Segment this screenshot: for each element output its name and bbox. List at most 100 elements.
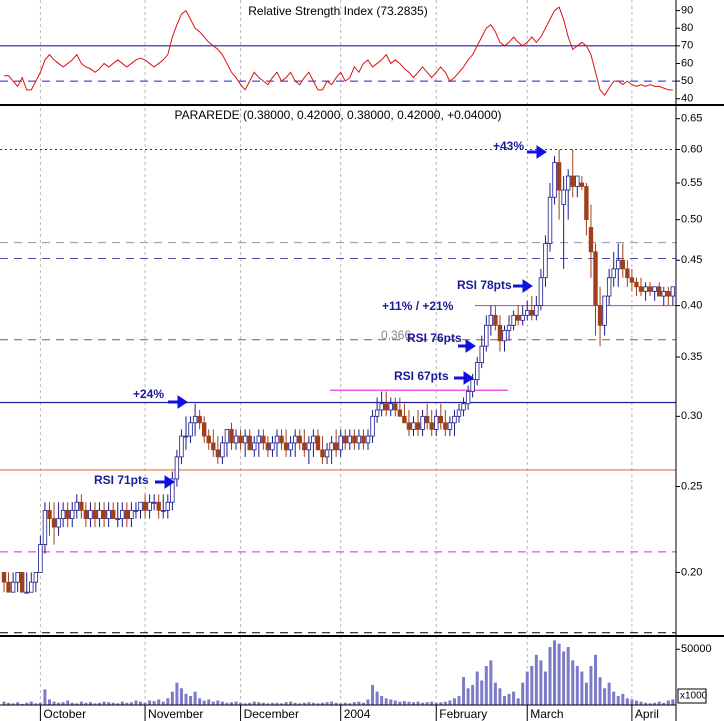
- volume-bar: [644, 702, 648, 705]
- volume-bar: [603, 688, 607, 705]
- candle-body: [88, 509, 93, 520]
- volume-bar: [143, 702, 147, 705]
- volume-bar: [352, 702, 356, 705]
- volume-bar: [343, 702, 347, 705]
- volume-bar: [193, 691, 197, 705]
- volume-bar: [566, 647, 570, 705]
- candle-body: [65, 509, 70, 520]
- candle-body: [265, 442, 271, 451]
- volume-bar: [466, 688, 470, 705]
- candle-body: [497, 324, 503, 342]
- volume-bar: [553, 640, 557, 705]
- volume-bar: [166, 698, 170, 705]
- volume-bar: [416, 701, 420, 705]
- candle-body: [570, 175, 575, 187]
- candle-body: [206, 435, 211, 444]
- candle-body: [161, 509, 166, 512]
- y-tick-label: 0.35: [681, 351, 702, 363]
- x-tick-label: November: [148, 707, 203, 721]
- volume-bar: [384, 698, 388, 705]
- annotations: +43% RSI 78pts +11% / +21% 0,366 RSI 76p…: [94, 139, 547, 489]
- candle-body: [224, 428, 230, 444]
- volume-bar: [38, 702, 42, 705]
- volume-bar: [225, 702, 229, 705]
- volume-bar: [653, 702, 657, 705]
- volume-bar: [534, 654, 538, 705]
- candle-body: [156, 501, 161, 511]
- volume-bar: [425, 702, 429, 705]
- candle-body: [424, 415, 430, 424]
- rsi-title: Relative Strength Index (73.2835): [248, 4, 427, 18]
- volume-bar: [252, 701, 256, 705]
- volume-bar: [189, 696, 193, 705]
- candle-body: [220, 442, 225, 458]
- volume-bar: [66, 700, 70, 705]
- candle-body: [602, 295, 607, 326]
- candle-body: [370, 415, 375, 437]
- volume-bar: [525, 671, 529, 705]
- volume-bar: [521, 682, 525, 705]
- volume-bar: [666, 700, 670, 705]
- candle-body: [429, 422, 434, 430]
- candle-body: [179, 435, 184, 458]
- volume-bar: [93, 703, 97, 705]
- candle-body: [151, 501, 157, 504]
- candle-body: [33, 572, 39, 583]
- volume-bar: [452, 698, 456, 705]
- x-tick-label: December: [244, 707, 299, 721]
- volume-bar: [230, 702, 233, 705]
- volume-bar: [43, 689, 47, 705]
- volume-bar: [202, 700, 206, 705]
- volume-bar: [361, 702, 365, 705]
- candle-body: [670, 286, 676, 297]
- volume-bar: [475, 671, 479, 705]
- candle-body: [10, 581, 16, 593]
- volume-bar: [489, 660, 493, 705]
- volume-bar: [157, 699, 161, 705]
- candle-body: [124, 509, 130, 520]
- candle-body: [147, 501, 152, 511]
- candle-body: [474, 362, 480, 381]
- volume-bar: [234, 701, 238, 705]
- rsi-line: [4, 6, 673, 97]
- candle-body: [479, 345, 484, 363]
- candle-body: [233, 435, 239, 444]
- y-tick-label: 0.60: [681, 143, 702, 155]
- volume-bar: [57, 702, 61, 705]
- candle-body: [443, 422, 448, 430]
- candle-body: [51, 518, 57, 528]
- candle-body: [374, 409, 380, 417]
- y-tick-label: 0.25: [681, 480, 702, 492]
- x-tick-label: October: [43, 707, 86, 721]
- volume-bar: [434, 702, 438, 705]
- volume-bar: [589, 665, 593, 705]
- candle-body: [338, 435, 343, 451]
- candle-body: [311, 435, 316, 444]
- volume-bar: [257, 702, 261, 705]
- volume-bar: [375, 691, 379, 705]
- volume-bar: [471, 684, 475, 705]
- candle-body: [484, 324, 489, 347]
- volume-bar: [75, 703, 79, 705]
- volume-bar: [84, 702, 88, 705]
- candle-body: [120, 509, 125, 520]
- volume-bar: [129, 702, 133, 705]
- volume-bar: [448, 700, 452, 705]
- volume-bar: [139, 701, 142, 705]
- candle-body: [56, 518, 61, 528]
- volume-bar: [148, 700, 152, 705]
- candle-body: [488, 314, 494, 326]
- candle-body: [552, 162, 557, 198]
- volume-bar: [289, 701, 293, 705]
- candle-body: [411, 422, 416, 430]
- volume-bar: [462, 677, 466, 705]
- candle-body: [620, 259, 625, 270]
- candle-body: [165, 501, 170, 511]
- candle-body: [270, 442, 275, 451]
- volume-bar: [612, 691, 616, 705]
- candle-body: [288, 442, 293, 451]
- y-tick-label: 0.40: [681, 299, 702, 311]
- candle-body: [506, 324, 512, 331]
- annotation: RSI 67pts: [394, 369, 449, 383]
